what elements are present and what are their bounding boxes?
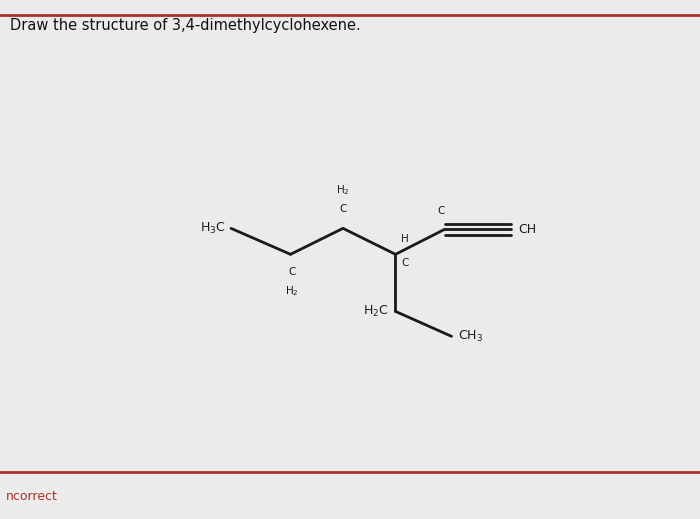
- Text: CH$_3$: CH$_3$: [458, 329, 484, 344]
- Text: Draw the structure of 3,4-dimethylcyclohexene.: Draw the structure of 3,4-dimethylcycloh…: [10, 18, 361, 33]
- Text: H$_3$C: H$_3$C: [199, 221, 225, 236]
- Text: C: C: [401, 258, 409, 268]
- Text: C: C: [438, 207, 444, 216]
- Text: CH: CH: [518, 223, 536, 236]
- Text: H: H: [401, 234, 409, 244]
- Text: H$_2$C: H$_2$C: [363, 304, 389, 319]
- Text: ncorrect: ncorrect: [6, 490, 57, 503]
- Text: C: C: [288, 267, 295, 277]
- Text: H$_2$: H$_2$: [336, 183, 350, 197]
- Text: C: C: [340, 204, 346, 214]
- Text: H$_2$: H$_2$: [285, 284, 299, 298]
